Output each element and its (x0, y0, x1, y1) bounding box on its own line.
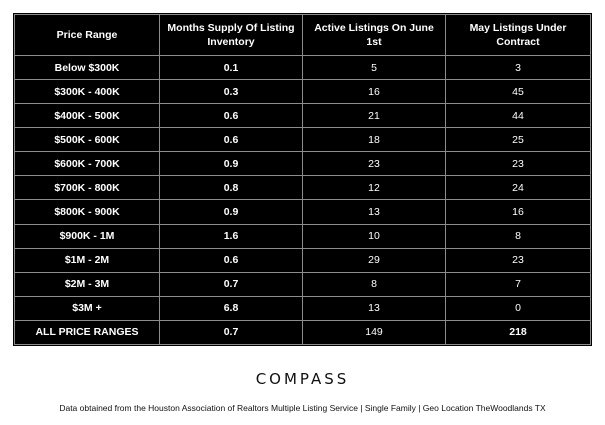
cell-active-listings: 29 (302, 247, 446, 273)
cell-may-under-contract-total: 218 (445, 319, 591, 346)
table-row: $3M + 6.8 13 0 (14, 295, 591, 321)
cell-may-under-contract: 23 (445, 247, 591, 273)
table-row: $2M - 3M 0.7 8 7 (14, 271, 591, 297)
cell-price-range-total: ALL PRICE RANGES (14, 319, 160, 346)
table-row: $300K - 400K 0.3 16 45 (14, 79, 591, 105)
cell-months-supply: 0.6 (159, 103, 303, 129)
cell-months-supply: 6.8 (159, 295, 303, 321)
cell-active-listings: 10 (302, 223, 446, 249)
header-may-under-contract: May Listings Under Contract (445, 14, 591, 56)
cell-months-supply: 0.8 (159, 175, 303, 201)
cell-months-supply-total: 0.7 (159, 319, 303, 346)
data-source-footnote: Data obtained from the Houston Associati… (59, 403, 546, 413)
cell-active-listings: 23 (302, 151, 446, 177)
cell-active-listings: 13 (302, 199, 446, 225)
header-price-range: Price Range (14, 14, 160, 56)
header-active-listings: Active Listings On June 1st (302, 14, 446, 56)
cell-months-supply: 0.9 (159, 151, 303, 177)
cell-active-listings: 8 (302, 271, 446, 297)
cell-active-listings: 12 (302, 175, 446, 201)
table-total-row: ALL PRICE RANGES 0.7 149 218 (14, 319, 591, 346)
cell-months-supply: 1.6 (159, 223, 303, 249)
market-stats-table: Price Range Months Supply Of Listing Inv… (13, 13, 592, 346)
table-row: $600K - 700K 0.9 23 23 (14, 151, 591, 177)
cell-may-under-contract: 8 (445, 223, 591, 249)
table-row: $700K - 800K 0.8 12 24 (14, 175, 591, 201)
cell-price-range: Below $300K (14, 54, 160, 81)
cell-active-listings: 18 (302, 127, 446, 153)
cell-months-supply: 0.6 (159, 127, 303, 153)
cell-months-supply: 0.6 (159, 247, 303, 273)
cell-months-supply: 0.1 (159, 54, 303, 81)
cell-price-range: $300K - 400K (14, 79, 160, 105)
cell-may-under-contract: 45 (445, 79, 591, 105)
header-months-supply: Months Supply Of Listing Inventory (159, 14, 303, 56)
table-row: $800K - 900K 0.9 13 16 (14, 199, 591, 225)
cell-months-supply: 0.7 (159, 271, 303, 297)
cell-active-listings: 13 (302, 295, 446, 321)
cell-active-listings-total: 149 (302, 319, 446, 346)
cell-months-supply: 0.3 (159, 79, 303, 105)
cell-price-range: $2M - 3M (14, 271, 160, 297)
cell-price-range: $500K - 600K (14, 127, 160, 153)
cell-may-under-contract: 25 (445, 127, 591, 153)
cell-may-under-contract: 23 (445, 151, 591, 177)
cell-price-range: $700K - 800K (14, 175, 160, 201)
table-body: Below $300K 0.1 5 3 $300K - 400K 0.3 16 … (14, 54, 591, 346)
table-row: $400K - 500K 0.6 21 44 (14, 103, 591, 129)
cell-price-range: $400K - 500K (14, 103, 160, 129)
cell-price-range: $800K - 900K (14, 199, 160, 225)
cell-active-listings: 16 (302, 79, 446, 105)
cell-may-under-contract: 24 (445, 175, 591, 201)
table-row: Below $300K 0.1 5 3 (14, 54, 591, 81)
compass-logo: COMPASS (255, 370, 350, 388)
table-header-row: Price Range Months Supply Of Listing Inv… (14, 14, 591, 56)
cell-price-range: $600K - 700K (14, 151, 160, 177)
table-row: $900K - 1M 1.6 10 8 (14, 223, 591, 249)
cell-price-range: $1M - 2M (14, 247, 160, 273)
cell-may-under-contract: 7 (445, 271, 591, 297)
cell-price-range: $3M + (14, 295, 160, 321)
cell-may-under-contract: 44 (445, 103, 591, 129)
cell-active-listings: 5 (302, 54, 446, 81)
table-row: $500K - 600K 0.6 18 25 (14, 127, 591, 153)
cell-active-listings: 21 (302, 103, 446, 129)
cell-price-range: $900K - 1M (14, 223, 160, 249)
cell-months-supply: 0.9 (159, 199, 303, 225)
table-row: $1M - 2M 0.6 29 23 (14, 247, 591, 273)
cell-may-under-contract: 3 (445, 54, 591, 81)
cell-may-under-contract: 16 (445, 199, 591, 225)
cell-may-under-contract: 0 (445, 295, 591, 321)
